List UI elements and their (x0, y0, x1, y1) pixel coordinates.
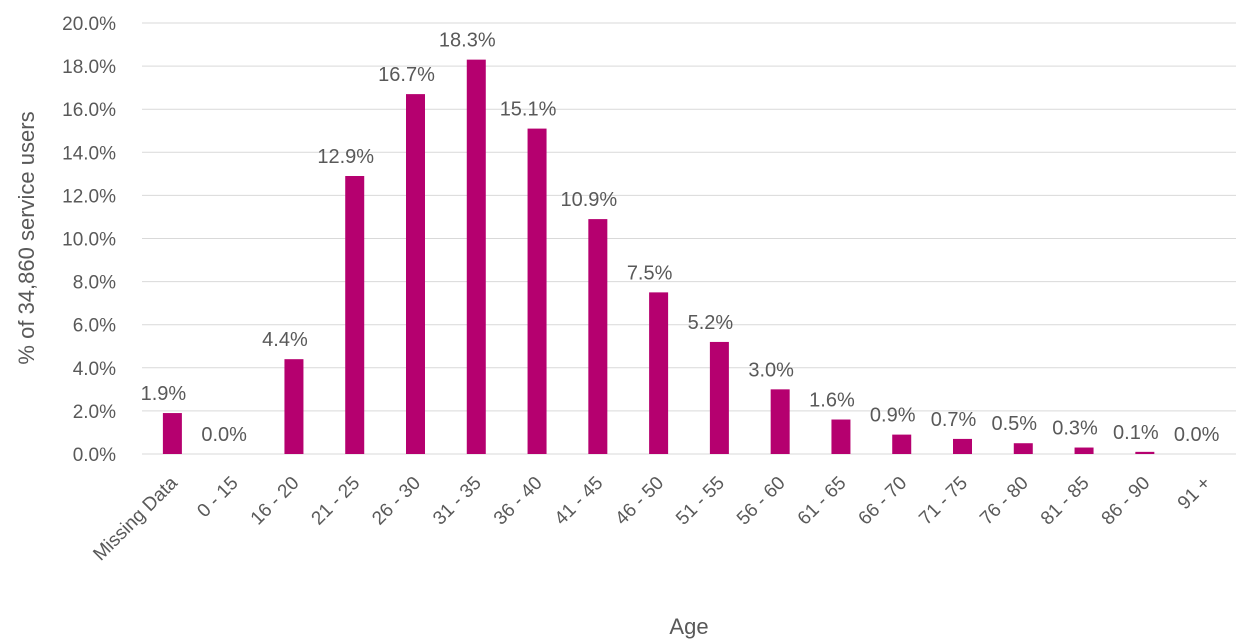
x-tick-label: 81 - 85 (1037, 473, 1094, 530)
data-label: 1.9% (141, 383, 187, 405)
bar (1013, 443, 1033, 454)
bar (892, 434, 912, 454)
x-tick-label: 66 - 70 (855, 473, 912, 530)
gridlines (142, 22, 1236, 455)
bar (953, 438, 972, 454)
data-label: 7.5% (627, 262, 673, 284)
bar (284, 359, 304, 454)
y-tick-label: 18.0% (62, 57, 116, 78)
x-tick-label: 16 - 20 (247, 473, 304, 530)
bar (345, 176, 365, 454)
bar (1074, 447, 1094, 454)
y-tick-label: 14.0% (62, 143, 116, 164)
x-tick-label: 0 - 15 (193, 473, 242, 522)
data-label: 0.0% (1174, 424, 1220, 446)
data-label: 3.0% (748, 359, 794, 381)
x-tick-label: 21 - 25 (308, 473, 365, 530)
data-label: 12.9% (317, 146, 374, 168)
x-tick-label: 86 - 90 (1098, 473, 1155, 530)
data-label: 10.9% (560, 189, 617, 211)
data-label: 5.2% (688, 312, 734, 334)
data-label: 18.3% (439, 30, 496, 52)
bar (709, 341, 729, 454)
data-labels: 1.9% 0.0% 4.4% 12.9% 16.7%18.3% 15.1% 10.9% 7.5… (141, 30, 1220, 446)
bar (406, 94, 425, 455)
y-tick-label: 2.0% (73, 402, 116, 423)
x-tick-label: 91 + (1174, 473, 1215, 514)
x-tick-label: 71 - 75 (915, 473, 972, 530)
y-tick-label: 0.0% (73, 445, 116, 466)
bar (588, 219, 608, 454)
x-axis-title: Age (669, 614, 708, 639)
y-tick-label: 16.0% (62, 100, 116, 121)
x-tick-label: Missing Data (89, 472, 182, 565)
y-tick-label: 10.0% (62, 230, 116, 251)
data-label: 4.4% (262, 329, 308, 351)
data-label: 16.7% (378, 64, 435, 86)
data-label: 0.9% (870, 405, 916, 427)
data-label: 0.0% (201, 424, 247, 446)
data-label: 15.1% (500, 99, 557, 121)
data-label: 1.6% (809, 390, 855, 412)
data-label: 0.1% (1113, 422, 1159, 444)
bar (649, 292, 669, 454)
x-tick-label: 36 - 40 (490, 473, 547, 530)
y-tick-label: 8.0% (73, 273, 116, 294)
bar (831, 419, 851, 454)
y-axis-ticks: 0.0% 2.0% 4.0% 6.0% 8.0% 10.0% 12.0% 14.0% 16.0%… (62, 14, 116, 466)
data-label: 0.7% (931, 409, 977, 431)
x-tick-label: 41 - 45 (551, 473, 608, 530)
data-label: 0.5% (991, 413, 1037, 435)
x-tick-label: 56 - 60 (733, 473, 790, 530)
y-tick-label: 6.0% (73, 316, 116, 337)
x-tick-label: 31 - 35 (429, 473, 486, 530)
x-tick-label: 61 - 65 (794, 473, 851, 530)
y-tick-label: 4.0% (73, 359, 116, 380)
bar (770, 389, 790, 454)
y-axis-title: % of 34,860 service users (14, 111, 39, 364)
bar (1135, 451, 1155, 454)
bar (527, 128, 547, 454)
x-tick-label: 26 - 30 (368, 473, 425, 530)
x-tick-label: 46 - 50 (611, 473, 668, 530)
y-tick-label: 20.0% (62, 14, 116, 35)
bar (162, 413, 182, 454)
x-tick-label: 76 - 80 (976, 473, 1033, 530)
y-tick-label: 12.0% (62, 186, 116, 207)
data-label: 0.3% (1052, 418, 1098, 440)
x-axis-ticks: Missing Data 0 - 15 16 - 20 21 - 25 26 - 30 3… (89, 472, 1215, 565)
bars (162, 59, 1155, 455)
bar (466, 59, 486, 454)
x-tick-label: 51 - 55 (672, 473, 729, 530)
